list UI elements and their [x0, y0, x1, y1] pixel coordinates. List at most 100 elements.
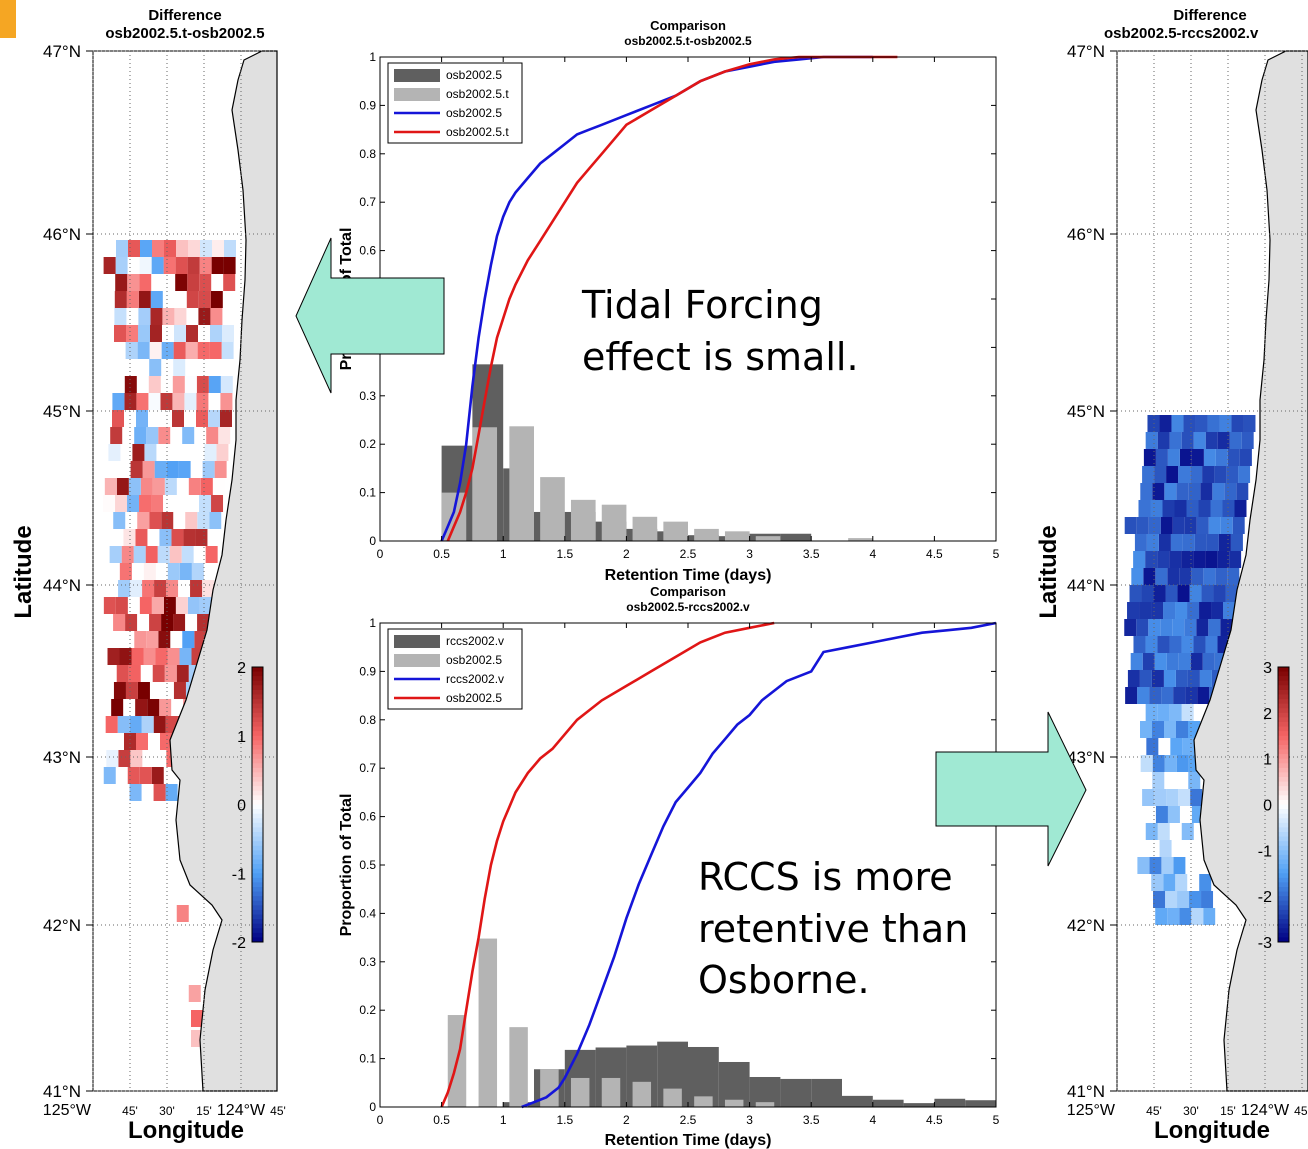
colorbar-step — [1278, 841, 1289, 847]
difference-cell — [1161, 857, 1174, 874]
lat-tick-label: 43°N — [1067, 748, 1105, 767]
colorbar-step — [1278, 877, 1289, 883]
difference-cell — [147, 699, 160, 716]
colorbar-step — [252, 877, 263, 883]
y-tick-label: 1 — [369, 50, 376, 64]
lon-tick-label: 30' — [1183, 1104, 1199, 1118]
difference-cell — [1217, 432, 1230, 449]
difference-cell — [184, 376, 197, 393]
difference-cell — [173, 682, 186, 699]
difference-cell — [138, 308, 151, 325]
colorbar-step — [1278, 667, 1289, 673]
right-difference-map: Difference osb2002.5-rccs2002.v 47°N 46°N… — [1035, 7, 1308, 1144]
colorbar-step — [252, 680, 263, 686]
difference-cell — [188, 985, 201, 1002]
bottom-comparison-chart: Comparison osb2002.5-rccs2002.v Retentio… — [338, 584, 1000, 1149]
colorbar-step — [252, 832, 263, 838]
difference-cell — [166, 580, 179, 597]
difference-cell — [1150, 500, 1163, 517]
difference-cell — [108, 444, 121, 461]
difference-cell — [1218, 534, 1231, 551]
difference-cell — [1197, 687, 1210, 704]
colorbar-step — [1278, 809, 1289, 815]
difference-cell — [113, 682, 126, 699]
difference-cell — [139, 257, 152, 274]
colorbar-step — [1278, 680, 1289, 686]
x-axis-label: Longitude — [128, 1117, 244, 1144]
colorbar-step — [252, 854, 263, 860]
difference-cell — [1164, 721, 1176, 738]
colorbar-step — [1278, 919, 1289, 925]
legend-swatch — [394, 635, 440, 648]
difference-cell — [1178, 466, 1191, 483]
difference-cell — [104, 478, 117, 495]
difference-cell — [139, 495, 152, 512]
difference-cell — [167, 563, 180, 580]
difference-cell — [202, 461, 215, 478]
difference-cell — [1215, 449, 1228, 466]
colorbar-tick-label: -2 — [232, 935, 246, 952]
colorbar-step — [1278, 868, 1289, 874]
difference-cell — [1215, 568, 1228, 585]
lon-tick-label: 45' — [1146, 1104, 1162, 1118]
difference-cell — [187, 257, 200, 274]
difference-cell — [1169, 704, 1182, 721]
difference-cell — [129, 716, 142, 733]
difference-cell — [209, 512, 222, 529]
difference-cell — [1138, 500, 1151, 517]
colorbar-step — [1278, 813, 1289, 819]
difference-cell — [160, 393, 173, 410]
difference-cell — [188, 240, 200, 257]
difference-cell — [1229, 432, 1242, 449]
difference-cell — [220, 376, 233, 393]
chart-title: Comparison — [650, 584, 726, 599]
x-tick-label: 0 — [377, 1113, 384, 1127]
legend-label: rccs2002.v — [446, 634, 504, 648]
colorbar-step — [252, 836, 263, 842]
colorbar-step — [252, 731, 263, 737]
difference-cell — [1175, 602, 1188, 619]
difference-cell — [1203, 568, 1216, 585]
difference-cell — [117, 716, 130, 733]
annotation-line: retentive than — [698, 907, 968, 951]
difference-cell — [210, 291, 223, 308]
y-tick-label: 0.5 — [359, 858, 376, 872]
difference-cell — [151, 767, 164, 784]
difference-cell — [198, 291, 211, 308]
colorbar-step — [1278, 708, 1289, 714]
difference-cell — [1174, 500, 1187, 517]
difference-cell — [126, 325, 138, 342]
difference-cell — [185, 512, 198, 529]
difference-cell — [1162, 500, 1175, 517]
annotation-rccs: RCCS is more retentive than Osborne. — [698, 855, 968, 1002]
difference-cell — [1152, 721, 1164, 738]
y-tick-label: 0.7 — [359, 761, 376, 775]
difference-cell — [1140, 721, 1152, 738]
difference-cell — [164, 240, 176, 257]
lat-tick-label: 46°N — [43, 225, 81, 244]
chart-title: Comparison — [650, 18, 726, 33]
difference-cell — [176, 240, 188, 257]
y-tick-label: 0.1 — [359, 486, 376, 500]
colorbar-step — [1278, 676, 1289, 682]
colorbar-step — [1278, 694, 1289, 700]
difference-cell — [1157, 704, 1170, 721]
colorbar-step — [1278, 836, 1289, 842]
difference-cell — [1146, 738, 1159, 755]
difference-cell — [118, 750, 131, 767]
chart-subtitle: osb2002.5.t-osb2002.5 — [624, 34, 752, 48]
difference-cell — [1208, 619, 1221, 636]
colorbar-step — [252, 914, 263, 920]
y-axis-label: Proportion of Total — [338, 794, 355, 937]
difference-cell — [1142, 653, 1155, 670]
difference-cell — [199, 274, 212, 291]
difference-cell — [1157, 823, 1170, 840]
difference-cell — [1187, 670, 1200, 687]
difference-cell — [1189, 891, 1202, 908]
histogram-bar — [601, 1077, 621, 1107]
difference-cell — [198, 308, 211, 325]
bar-series-dark — [503, 1041, 996, 1107]
difference-cell — [1176, 721, 1188, 738]
difference-cell — [1171, 415, 1184, 432]
difference-cell — [1184, 517, 1197, 534]
